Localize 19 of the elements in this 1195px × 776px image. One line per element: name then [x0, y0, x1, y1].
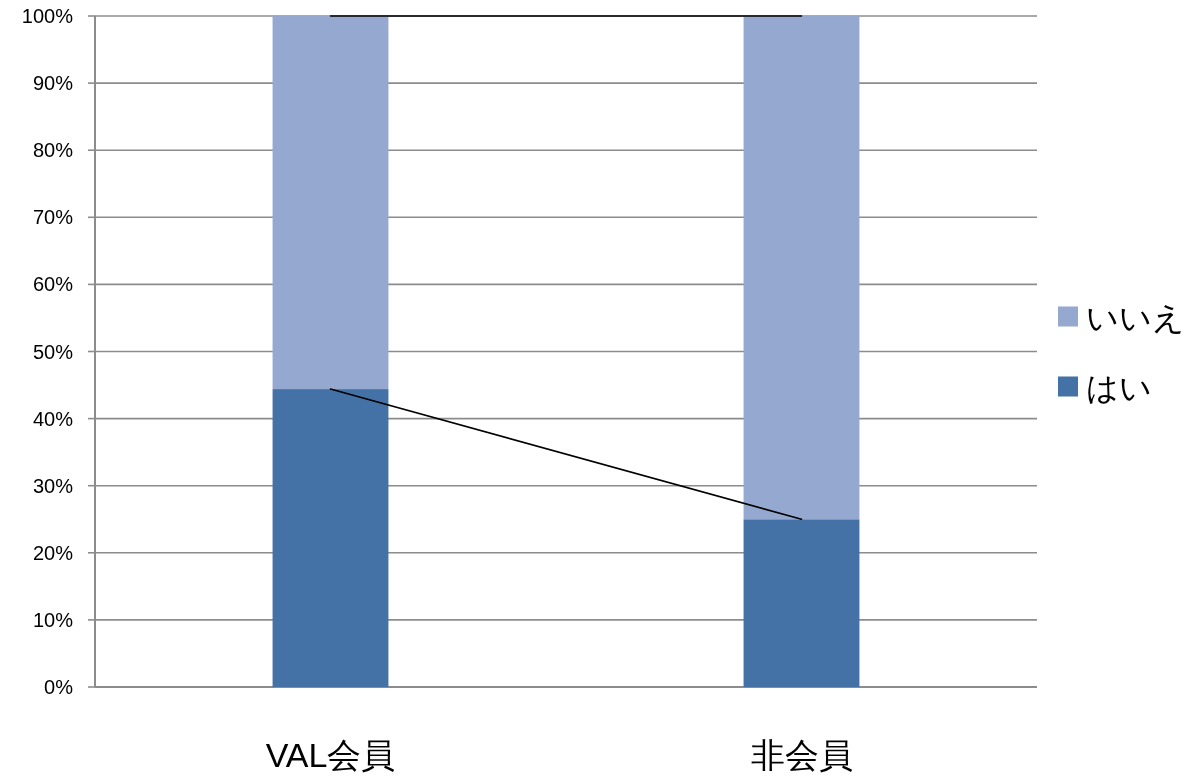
- y-tick-label: 80%: [32, 139, 74, 162]
- legend-label: はい: [1086, 369, 1152, 406]
- y-tick-label: 0%: [44, 676, 74, 698]
- bar: [272, 16, 389, 390]
- y-tick-label: 40%: [32, 407, 74, 430]
- y-tick-label: 90%: [32, 72, 74, 95]
- x-tick-label: 非会員: [750, 736, 853, 774]
- y-tick-label: 60%: [32, 273, 74, 296]
- bar: [743, 16, 860, 520]
- y-tick-label: 70%: [32, 206, 74, 229]
- y-tick-label: 50%: [32, 340, 74, 363]
- bar: [272, 389, 389, 687]
- legend-label: いいえ: [1086, 299, 1185, 336]
- bar: [743, 519, 860, 687]
- y-tick-label: 30%: [32, 474, 74, 497]
- x-tick-label: VAL会員: [265, 736, 396, 774]
- y-tick-label: 100%: [21, 5, 74, 27]
- y-tick-label: 20%: [32, 541, 74, 564]
- y-tick-label: 10%: [32, 608, 74, 631]
